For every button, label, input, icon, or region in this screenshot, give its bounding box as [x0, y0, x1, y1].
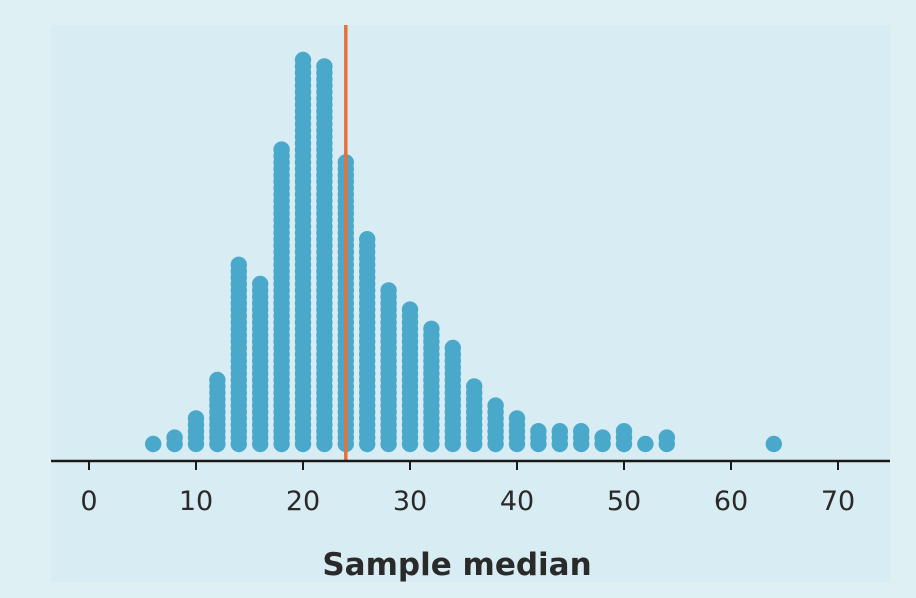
dot-x54 — [658, 429, 675, 446]
x-tick-label: 0 — [80, 486, 97, 517]
x-axis-label: Sample median — [322, 547, 591, 583]
dot-x38 — [487, 397, 504, 414]
dot-x16 — [252, 275, 269, 293]
dot-x46 — [573, 423, 590, 440]
x-tick-label: 60 — [714, 486, 748, 517]
x-tick-label: 30 — [393, 486, 427, 517]
dot-x48 — [594, 429, 611, 446]
x-tick-label: 20 — [286, 486, 320, 517]
dot-x8 — [166, 429, 183, 446]
dot-x32 — [423, 320, 440, 337]
dot-x36 — [466, 378, 483, 395]
dot-x10 — [187, 410, 205, 427]
x-tick-label: 70 — [821, 486, 855, 517]
dot-x6 — [145, 435, 162, 453]
dot-x50 — [615, 423, 633, 440]
x-tick-label: 40 — [500, 486, 534, 517]
dot-x18 — [273, 141, 290, 158]
x-tick-label: 10 — [179, 486, 213, 517]
dot-x64 — [765, 435, 782, 453]
dot-x34 — [444, 339, 461, 357]
x-tick-label: 50 — [607, 486, 641, 517]
dot-x14 — [230, 256, 247, 273]
dots-layer — [145, 51, 782, 453]
dot-x26 — [359, 231, 376, 248]
dot-x20 — [294, 51, 312, 69]
dot-x12 — [209, 371, 226, 389]
dot-x40 — [508, 410, 526, 427]
dot-x30 — [401, 301, 419, 318]
plot-panel — [51, 25, 890, 582]
x-ticks: 0 10 20 30 40 50 60 70 — [80, 461, 855, 517]
dot-x52 — [637, 435, 654, 453]
dot-x28 — [380, 282, 397, 299]
dot-x22 — [316, 58, 333, 75]
dot-x42 — [530, 423, 547, 440]
dot-x44 — [551, 423, 568, 440]
